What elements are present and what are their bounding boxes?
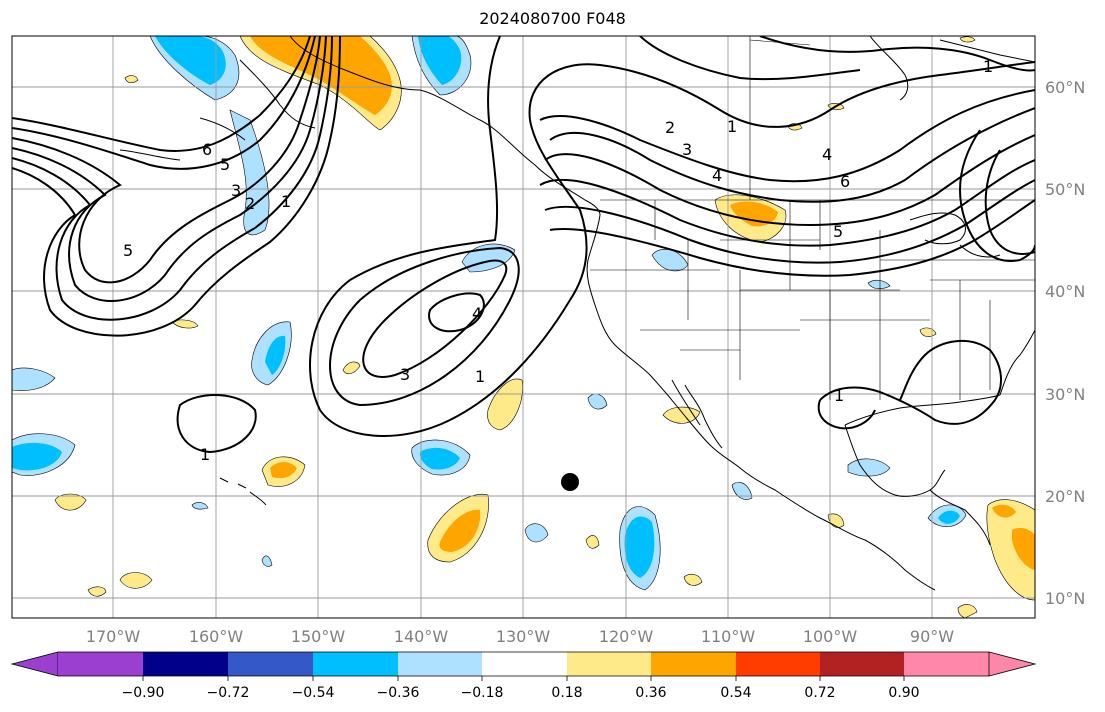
- contour-label: 2: [245, 194, 255, 213]
- colorbar-segment: [143, 652, 228, 676]
- contour-label: 2: [665, 118, 675, 137]
- colorbar-tick-label: 0.72: [804, 685, 835, 701]
- contour-label: 5: [123, 241, 133, 260]
- map-area: [12, 36, 1035, 618]
- lon-label: 110°W: [701, 627, 756, 646]
- colorbar-tick-label: −0.54: [292, 685, 335, 701]
- colorbar-tick-label: 0.54: [720, 685, 751, 701]
- colorbar-max-arrow: [988, 651, 1037, 677]
- location-marker: [561, 473, 579, 491]
- lat-label: 40°N: [1045, 282, 1085, 301]
- colorbar: −0.90 −0.72 −0.54 −0.36 −0.18 0.18 0.36 …: [10, 651, 1037, 701]
- colorbar-segment: [58, 652, 143, 676]
- lon-label: 140°W: [394, 627, 449, 646]
- lat-label: 10°N: [1045, 589, 1085, 608]
- contour-label: 1: [983, 57, 993, 76]
- lat-label: 60°N: [1045, 78, 1085, 97]
- lat-label: 50°N: [1045, 180, 1085, 199]
- colorbar-tick-label: −0.18: [461, 685, 504, 701]
- colorbar-tick-label: −0.36: [377, 685, 420, 701]
- contour-label: 4: [822, 145, 832, 164]
- contour-label: 6: [202, 140, 212, 159]
- lat-label-group: 60°N 50°N 40°N 30°N 20°N 10°N: [1045, 78, 1085, 608]
- colorbar-segment: [567, 652, 651, 676]
- lon-label-group: 170°W 160°W 150°W 140°W 130°W 120°W 110°…: [86, 627, 954, 646]
- map-frame: [11, 35, 1036, 619]
- contour-lines: [12, 36, 1035, 454]
- contour-label: 1: [281, 192, 291, 211]
- lon-label: 130°W: [496, 627, 551, 646]
- colorbar-tick-label: 0.18: [551, 685, 582, 701]
- contour-label: 5: [220, 155, 230, 174]
- colorbar-segment: [904, 652, 989, 676]
- contour-label: 3: [682, 140, 692, 159]
- map-title: 2024080700 F048: [479, 9, 626, 28]
- lon-label: 90°W: [910, 627, 954, 646]
- contour-label: 3: [231, 181, 241, 200]
- lat-label: 20°N: [1045, 487, 1085, 506]
- contour-label: 3: [400, 365, 410, 384]
- colorbar-segment: [398, 652, 482, 676]
- contour-label: 1: [834, 386, 844, 405]
- colorbar-segment: [482, 652, 567, 676]
- colorbar-segment: [313, 652, 398, 676]
- colorbar-segment: [820, 652, 904, 676]
- colorbar-segment: [651, 652, 736, 676]
- colorbar-segment: [228, 652, 313, 676]
- graticule: [12, 36, 1035, 618]
- lat-label: 30°N: [1045, 385, 1085, 404]
- lon-label: 150°W: [291, 627, 346, 646]
- colorbar-segment: [736, 652, 820, 676]
- colorbar-tick-label: 0.36: [635, 685, 666, 701]
- lon-label: 170°W: [86, 627, 141, 646]
- shading-layer: [12, 36, 1035, 618]
- contour-label: 1: [727, 117, 737, 136]
- colorbar-tick-label: 0.90: [888, 685, 919, 701]
- state-borders: [590, 36, 1035, 400]
- lon-label: 120°W: [599, 627, 654, 646]
- contour-label: 1: [475, 367, 485, 386]
- contour-label: 4: [472, 304, 482, 323]
- colorbar-tick-label: −0.72: [207, 685, 250, 701]
- lon-label: 100°W: [803, 627, 858, 646]
- contour-label: 6: [840, 172, 850, 191]
- lon-label: 160°W: [189, 627, 244, 646]
- coastlines: [119, 36, 1035, 591]
- colorbar-tick-label: −0.90: [122, 685, 165, 701]
- contour-label: 4: [712, 166, 722, 185]
- contour-label-group: 6 5 3 2 1 5 4 3 1 1 2 1 3 4 4 6 5 1 1: [123, 57, 993, 464]
- contour-label: 5: [833, 222, 843, 241]
- colorbar-min-arrow: [10, 651, 59, 677]
- contour-label: 1: [200, 445, 210, 464]
